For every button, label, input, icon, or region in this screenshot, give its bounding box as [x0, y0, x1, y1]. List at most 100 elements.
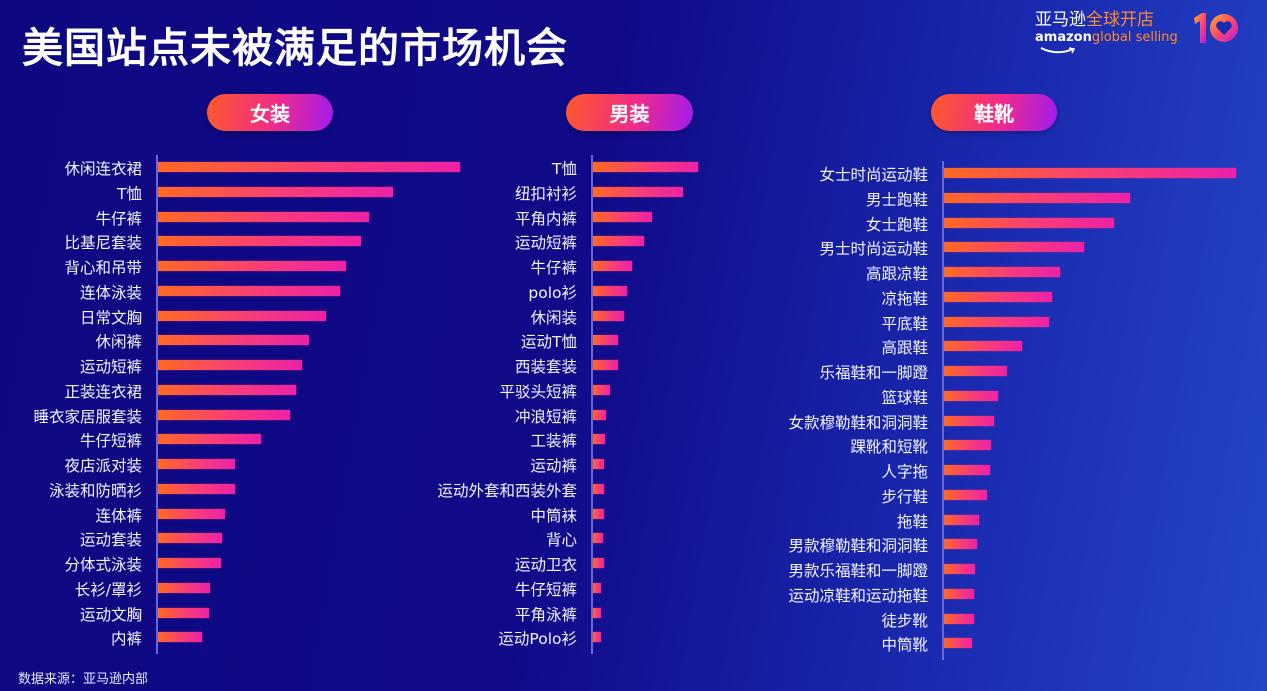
bar — [158, 285, 340, 296]
amazon-global-selling-logo: 亚马逊全球开店 amazonglobal selling — [1035, 10, 1185, 58]
bar-label: 男士时尚运动鞋 — [819, 240, 928, 259]
bar-label: 运动裤 — [530, 457, 577, 475]
bar-label: 西装套装 — [514, 358, 577, 376]
bar-label: polo衫 — [528, 283, 577, 302]
bar — [158, 335, 309, 346]
bar — [593, 607, 601, 618]
bar-label: 平驳头短裤 — [499, 382, 577, 401]
data-source-note: 数据来源：亚马逊内部 — [18, 672, 149, 687]
bar-label: 冲浪短裤 — [514, 407, 577, 426]
bar-label: 女款穆勒鞋和洞洞鞋 — [788, 413, 928, 432]
bar — [944, 638, 972, 649]
bar — [593, 533, 603, 544]
bar — [158, 211, 369, 222]
bar-label: 踝靴和短靴 — [850, 438, 928, 457]
bar-label: 平底鞋 — [881, 314, 928, 333]
brand-cn-white: 亚马逊 — [1035, 10, 1086, 30]
brand-en-text: amazonglobal selling — [1035, 30, 1185, 46]
bar-label: 牛仔裤 — [530, 259, 577, 277]
bar-label: T恤 — [117, 184, 142, 203]
bar-label: 运动T恤 — [521, 333, 577, 352]
bar-label: 女士时尚运动鞋 — [819, 166, 928, 184]
bar-label: 牛仔短裤 — [514, 580, 577, 599]
bar — [944, 341, 1022, 352]
bar — [158, 236, 361, 247]
bar-label: 徒步靴 — [881, 611, 928, 630]
bar-label: 长衫/罩衫 — [74, 580, 142, 599]
bar-label: 人字拖 — [881, 463, 928, 481]
bar — [944, 440, 991, 451]
bar-label: 步行鞋 — [881, 487, 928, 506]
brand-en-orange: global selling — [1091, 30, 1178, 45]
category-pill-womens: 女装 — [207, 94, 333, 131]
bar-label: 比基尼套装 — [64, 234, 142, 253]
bar — [944, 613, 974, 624]
bar — [944, 465, 990, 475]
bar-label: 运动文胸 — [79, 605, 142, 624]
bar — [593, 632, 601, 643]
bar-label: 运动外套和西装外套 — [437, 481, 577, 500]
bar-label: 中筒袜 — [530, 506, 577, 525]
brand-en-white: amazon — [1035, 30, 1092, 45]
bar-label: 凉拖鞋 — [881, 289, 928, 308]
chart-axis-line — [942, 161, 944, 660]
bar-label: 男款乐福鞋和一脚蹬 — [788, 562, 928, 580]
bar-label: 运动短裤 — [79, 358, 142, 376]
bar-label: 纽扣衬衫 — [514, 184, 577, 203]
bar — [944, 564, 975, 574]
bar — [593, 483, 604, 494]
chart-axis-line — [591, 155, 593, 654]
bar-label: 休闲裤 — [95, 333, 142, 352]
bar — [593, 360, 618, 370]
bar — [944, 168, 1236, 178]
bar — [158, 434, 261, 445]
bar-label: 背心和吊带 — [64, 259, 142, 277]
bar-label: 牛仔短裤 — [79, 432, 142, 451]
bar — [593, 434, 605, 445]
ten-year-anniversary-icon — [1194, 13, 1238, 43]
bar — [593, 508, 604, 519]
brand-cn-orange: 全球开店 — [1086, 10, 1154, 30]
category-pill-shoes: 鞋靴 — [931, 94, 1057, 131]
bar — [593, 236, 644, 247]
bar — [158, 162, 460, 172]
bar-label: 日常文胸 — [79, 308, 142, 327]
bar-label: 男款穆勒鞋和洞洞鞋 — [788, 537, 928, 556]
bar-label: 高跟凉鞋 — [865, 265, 928, 283]
bar-label: 工装裤 — [530, 432, 577, 451]
bar-label: 拖鞋 — [896, 512, 928, 531]
bar — [593, 285, 627, 296]
bar — [593, 211, 652, 222]
bar-label: 篮球鞋 — [881, 388, 928, 407]
bar — [158, 459, 235, 469]
bar — [593, 384, 610, 395]
bar — [944, 539, 977, 550]
bar — [158, 632, 202, 643]
bar — [158, 360, 302, 370]
amazon-smile-icon — [1040, 47, 1076, 54]
bar — [593, 558, 604, 568]
bar — [158, 582, 210, 593]
bar-label: 平角内裤 — [514, 209, 577, 228]
bar-label: 中筒靴 — [881, 636, 928, 655]
bar-label: 夜店派对装 — [64, 457, 142, 475]
bar — [158, 607, 209, 618]
bar — [158, 558, 221, 568]
bar-label: 睡衣家居服套装 — [33, 407, 142, 426]
bar — [944, 588, 974, 599]
bar — [158, 483, 235, 494]
bar-label: 运动短裤 — [514, 234, 577, 253]
bar-label: 连体泳装 — [79, 283, 142, 302]
bar — [944, 489, 987, 500]
bar-label: T恤 — [552, 160, 577, 178]
bar — [944, 267, 1060, 277]
bar-label: 女士跑鞋 — [865, 215, 928, 234]
bar — [593, 186, 683, 197]
bar-label: 背心 — [545, 531, 577, 550]
bar-label: 运动凉鞋和运动拖鞋 — [788, 586, 928, 605]
bar-label: 内裤 — [110, 630, 142, 649]
bar-label: 运动套装 — [79, 531, 142, 550]
category-pill-mens: 男装 — [566, 94, 693, 131]
bar-label: 运动卫衣 — [514, 556, 577, 574]
bar-label: 休闲连衣裙 — [64, 160, 142, 178]
